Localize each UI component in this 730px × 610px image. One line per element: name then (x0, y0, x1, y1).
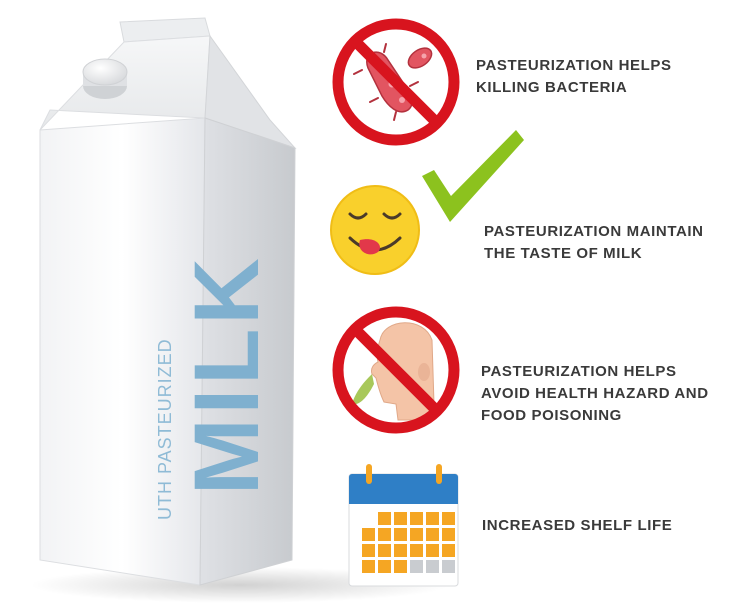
benefit-line: KILLING BACTERIA (476, 79, 628, 96)
carton-brand: MILK (176, 254, 278, 495)
calendar-day-grid (362, 512, 455, 573)
calendar-day-cell (410, 528, 423, 541)
calendar-day-cell (410, 560, 423, 573)
benefit-shelf-life: INCREASED SHELF LIFE (482, 515, 672, 537)
calendar-day-cell (410, 512, 423, 525)
no-bacteria-icon (332, 18, 460, 146)
no-vomit-icon (332, 306, 460, 434)
calendar-day-cell (426, 560, 439, 573)
benefit-line: PASTEURIZATION HELPS (481, 363, 677, 380)
yummy-face-icon (330, 185, 420, 275)
calendar-day-cell (362, 560, 375, 573)
calendar-day-cell (362, 528, 375, 541)
carton-subtitle: UTH PASTEURIZED (155, 338, 175, 520)
calendar-day-cell (426, 512, 439, 525)
calendar-day-cell (410, 544, 423, 557)
calendar-day-cell (378, 544, 391, 557)
calendar-rings (366, 464, 442, 484)
benefit-killing-bacteria: PASTEURIZATION HELPS KILLING BACTERIA (476, 55, 672, 99)
calendar-day-cell (442, 512, 455, 525)
benefit-line: PASTEURIZATION MAINTAIN (484, 223, 704, 240)
calendar-day-cell (378, 560, 391, 573)
calendar-day-cell (442, 528, 455, 541)
calendar-day-cell (426, 528, 439, 541)
calendar-day-cell (378, 512, 391, 525)
carton-shadow (30, 567, 450, 603)
tongue-shape (359, 239, 380, 255)
calendar-day-cell (394, 528, 407, 541)
calendar-day-cell (442, 560, 455, 573)
benefit-line: FOOD POISONING (481, 407, 622, 424)
calendar-day-cell (378, 528, 391, 541)
benefit-line: AVOID HEALTH HAZARD AND (481, 385, 709, 402)
benefit-line: PASTEURIZATION HELPS (476, 57, 672, 74)
carton-side-face (199, 117, 296, 586)
carton-cap (82, 58, 128, 99)
benefit-line: INCREASED SHELF LIFE (482, 517, 673, 534)
benefit-maintain-taste: PASTEURIZATION MAINTAIN THE TASTE OF MIL… (484, 221, 704, 265)
checkmark-icon (422, 130, 524, 222)
benefit-line: THE TASTE OF MILK (484, 245, 643, 262)
calendar-day-cell (362, 544, 375, 557)
calendar-day-cell (394, 560, 407, 573)
calendar-day-cell (394, 512, 407, 525)
calendar-icon (348, 464, 459, 587)
calendar-day-cell (426, 544, 439, 557)
benefit-avoid-health-hazard: PASTEURIZATION HELPS AVOID HEALTH HAZARD… (481, 361, 709, 427)
calendar-day-cell (442, 544, 455, 557)
calendar-day-cell (394, 544, 407, 557)
milk-carton-image: UTH PASTEURIZED MILK (30, 17, 450, 603)
